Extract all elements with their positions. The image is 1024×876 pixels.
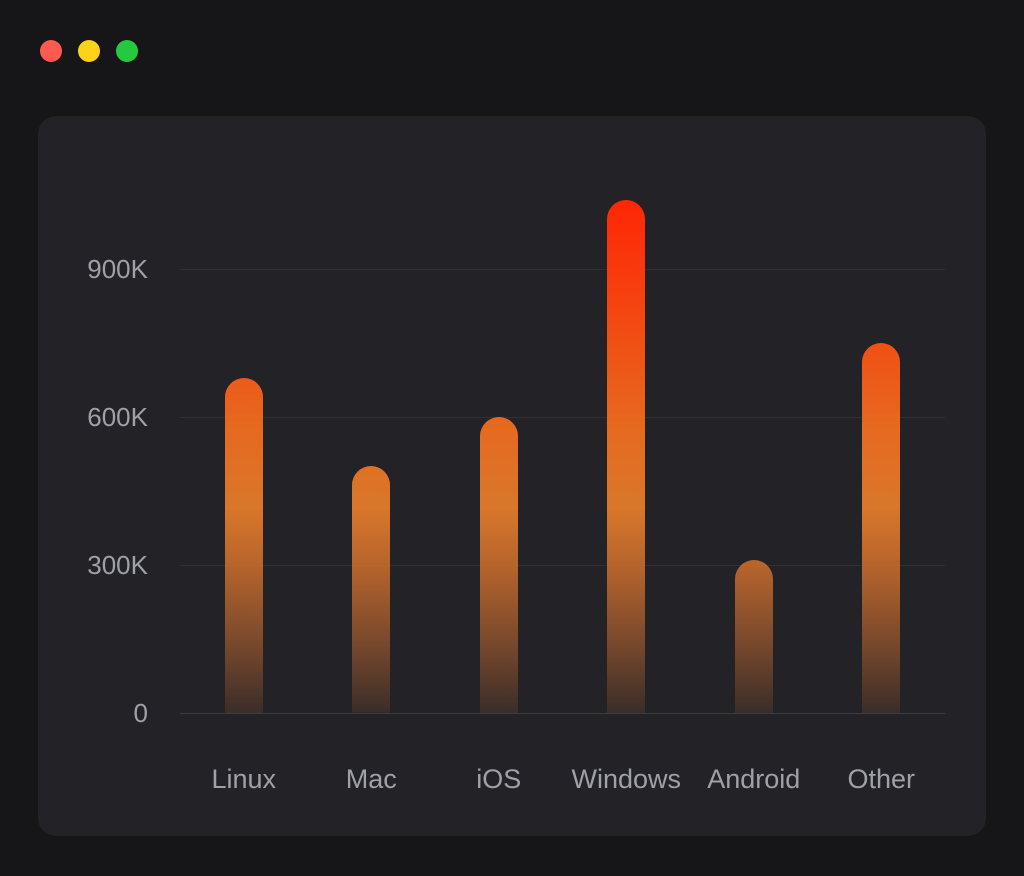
- x-tick-label-mac: Mac: [345, 764, 397, 794]
- y-tick-label: 600K: [87, 402, 148, 432]
- bar-ios: [479, 417, 518, 713]
- x-axis-line: [180, 713, 945, 714]
- x-axis-labels: Linux Mac iOS Windows Android Other: [180, 764, 945, 794]
- bar-mac: [352, 466, 391, 713]
- x-tick-label-ios: iOS: [476, 764, 522, 794]
- gridline: [180, 417, 945, 418]
- bars-container: [180, 199, 945, 713]
- plot-area: 900K 600K 300K 0 Linux Mac iOS Windows Android O…: [38, 116, 986, 836]
- bar-android: [734, 560, 773, 713]
- window-controls: [40, 40, 138, 62]
- y-tick-label: 300K: [87, 550, 148, 580]
- bar-linux: [224, 377, 263, 713]
- close-button[interactable]: [40, 40, 62, 62]
- y-tick-label: 900K: [87, 254, 148, 284]
- bar-other: [862, 343, 901, 713]
- gridline: [180, 565, 945, 566]
- maximize-button[interactable]: [116, 40, 138, 62]
- chart-panel: 900K 600K 300K 0 Linux Mac iOS Windows Android O…: [38, 116, 986, 836]
- minimize-button[interactable]: [78, 40, 100, 62]
- x-tick-label-windows: Windows: [571, 764, 682, 794]
- gridline: [180, 269, 945, 270]
- x-tick-label-android: Android: [707, 764, 801, 794]
- x-tick-label-linux: Linux: [211, 764, 277, 794]
- bar-windows: [607, 199, 646, 713]
- y-tick-label: 0: [133, 698, 148, 728]
- x-tick-label-other: Other: [847, 764, 916, 794]
